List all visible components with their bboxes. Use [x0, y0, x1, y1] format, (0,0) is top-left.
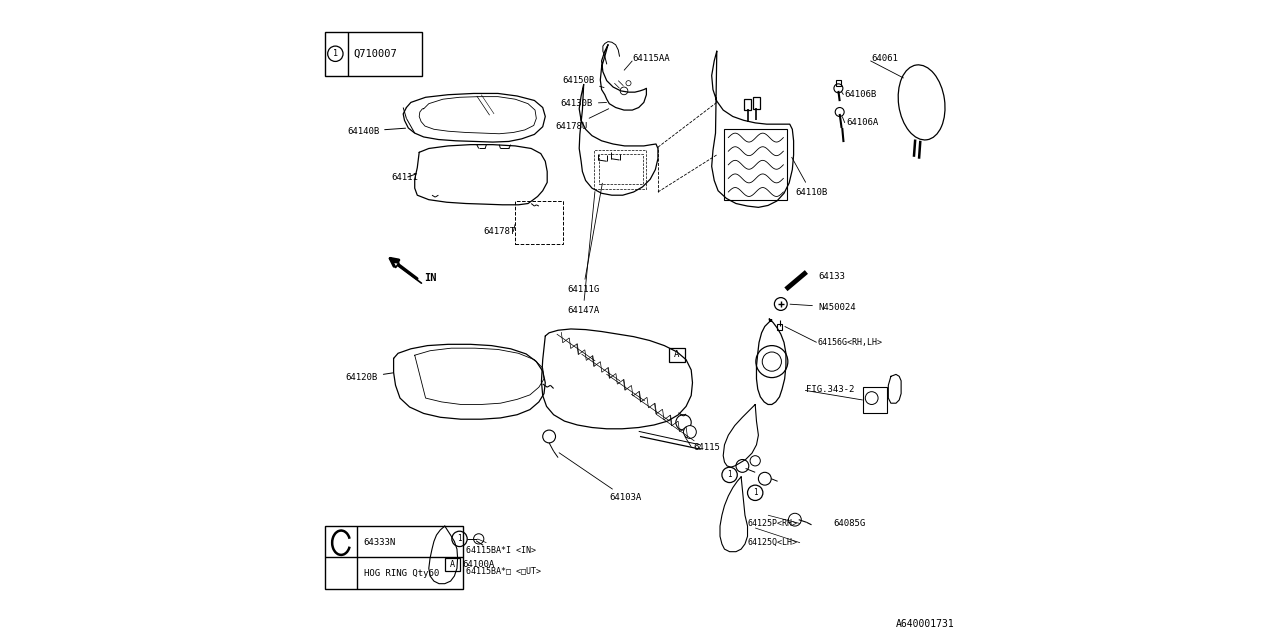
- Text: 1: 1: [727, 470, 732, 479]
- Circle shape: [835, 84, 844, 93]
- Bar: [516, 201, 563, 244]
- Text: 64115: 64115: [694, 444, 719, 452]
- Bar: [863, 387, 887, 413]
- Text: A: A: [675, 350, 680, 359]
- Bar: [599, 154, 643, 184]
- Text: 64133: 64133: [818, 272, 845, 281]
- Text: N450024: N450024: [790, 303, 855, 312]
- Text: 64110B: 64110B: [792, 157, 827, 196]
- Text: 64150B: 64150B: [562, 76, 604, 88]
- Text: 64178U: 64178U: [556, 109, 609, 131]
- Circle shape: [474, 534, 484, 544]
- Text: Q710007: Q710007: [353, 49, 397, 59]
- Circle shape: [620, 87, 628, 95]
- Bar: [325, 32, 422, 76]
- Text: 64147A: 64147A: [567, 191, 599, 315]
- Bar: [777, 324, 782, 330]
- Bar: [445, 558, 461, 571]
- Text: 64111G: 64111G: [567, 183, 603, 294]
- Circle shape: [736, 460, 749, 472]
- Circle shape: [750, 456, 760, 466]
- Text: FIG.343-2: FIG.343-2: [806, 385, 855, 394]
- Circle shape: [758, 472, 771, 485]
- Text: A640001731: A640001731: [896, 619, 955, 629]
- Text: 1: 1: [333, 49, 338, 58]
- Circle shape: [755, 346, 788, 378]
- Text: 64106B: 64106B: [845, 90, 877, 99]
- Circle shape: [836, 108, 845, 116]
- Bar: [325, 526, 463, 589]
- Text: 64125P<RH>: 64125P<RH>: [748, 519, 797, 528]
- Bar: [594, 150, 646, 189]
- Text: 1: 1: [753, 488, 758, 497]
- Text: 64120B: 64120B: [346, 373, 393, 382]
- Text: HOG RING Qty60: HOG RING Qty60: [364, 569, 439, 578]
- Text: IN: IN: [424, 273, 436, 284]
- Circle shape: [684, 426, 696, 438]
- Circle shape: [452, 531, 467, 547]
- Text: 64115BA*□ <□UT>: 64115BA*□ <□UT>: [466, 566, 541, 575]
- Circle shape: [865, 392, 878, 404]
- Text: 64085G: 64085G: [833, 519, 865, 528]
- Circle shape: [774, 298, 787, 310]
- Text: 64178T: 64178T: [484, 227, 516, 236]
- Text: A: A: [451, 560, 454, 569]
- Text: 64106A: 64106A: [846, 118, 878, 127]
- Text: 64115AA: 64115AA: [632, 54, 669, 63]
- Circle shape: [722, 467, 737, 483]
- Circle shape: [676, 415, 691, 430]
- Bar: [753, 97, 760, 109]
- Text: 64061: 64061: [872, 54, 899, 63]
- Text: 64130B: 64130B: [561, 99, 607, 108]
- Text: 1: 1: [457, 534, 462, 543]
- Text: 64125Q<LH>: 64125Q<LH>: [748, 538, 797, 547]
- Text: 64111: 64111: [392, 173, 419, 182]
- Text: 64103A: 64103A: [559, 452, 641, 502]
- Bar: [724, 129, 787, 200]
- Circle shape: [543, 430, 556, 443]
- Text: 64100A: 64100A: [462, 560, 494, 569]
- Text: 64140B: 64140B: [347, 127, 406, 136]
- Circle shape: [328, 46, 343, 61]
- Text: 64115BA*I <IN>: 64115BA*I <IN>: [466, 546, 536, 555]
- Bar: [745, 99, 750, 110]
- Circle shape: [788, 513, 801, 526]
- Text: 64156G<RH,LH>: 64156G<RH,LH>: [818, 338, 883, 347]
- Bar: [836, 80, 841, 86]
- Circle shape: [762, 352, 781, 371]
- Text: 64333N: 64333N: [364, 538, 396, 547]
- Circle shape: [626, 81, 631, 86]
- Circle shape: [748, 485, 763, 500]
- Bar: [668, 348, 685, 362]
